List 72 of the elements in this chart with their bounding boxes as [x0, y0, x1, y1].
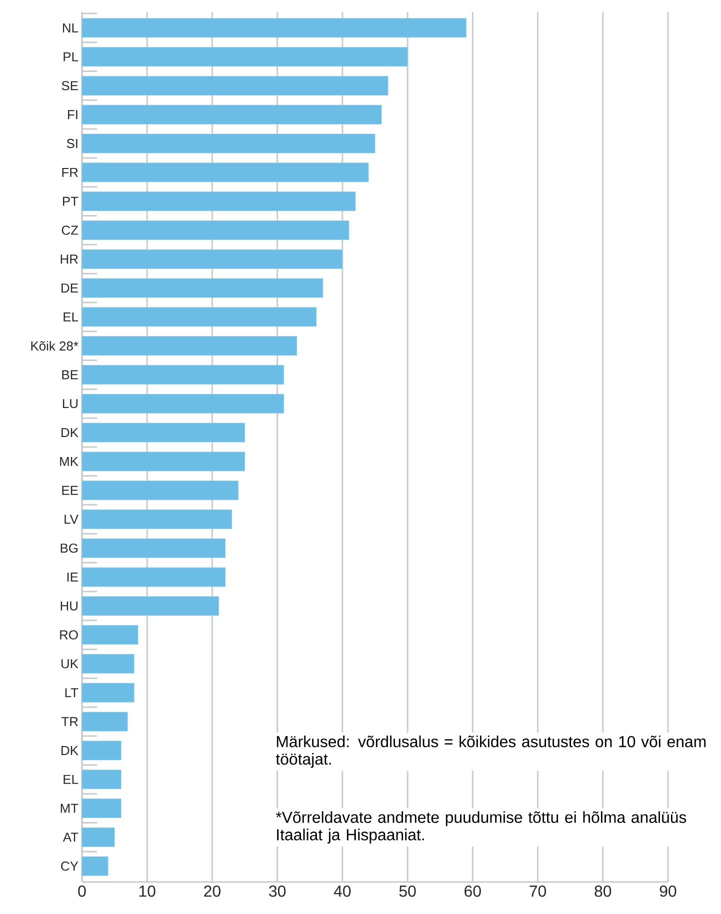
y-tick-label: EL — [64, 312, 78, 322]
bar — [82, 538, 226, 558]
bar — [82, 798, 122, 818]
bar — [82, 307, 317, 327]
bar — [82, 828, 115, 847]
y-tick-label: PL — [64, 52, 78, 62]
y-tick-label: PT — [62, 196, 78, 206]
annotation: Märkused: võrdlusalus = kõikides asutustes on 10 või enam töötajat. — [276, 736, 706, 768]
y-tick-label: SE — [62, 81, 78, 90]
y-tick-label: NL — [62, 23, 78, 32]
bar — [82, 625, 138, 645]
bar — [82, 510, 232, 529]
y-tick-label: LT — [65, 688, 78, 698]
bar — [82, 452, 245, 472]
bar — [82, 249, 343, 269]
bar — [82, 336, 298, 356]
y-tick-label: DK — [62, 746, 78, 755]
y-tick-label: AT — [62, 832, 78, 842]
y-tick-label: EE — [62, 486, 78, 495]
y-tick-label: MK — [60, 457, 78, 466]
bar — [82, 278, 324, 298]
bar — [82, 596, 219, 616]
bar — [82, 654, 134, 674]
bar — [82, 770, 122, 790]
bar — [82, 856, 108, 876]
bar — [82, 365, 284, 384]
x-tick-label: 90 — [660, 886, 676, 897]
x-tick-label: 20 — [204, 886, 220, 897]
y-tick-label: FR — [62, 168, 78, 177]
bar — [82, 567, 226, 587]
y-tick-label: DK — [62, 428, 78, 438]
annotation: *Võrreldavate andmete puudumise tõttu ei hõlma analüüs Itaaliat ja Hispaaniat. — [276, 811, 686, 844]
y-tick-label: RO — [60, 630, 78, 640]
x-tick-label: 60 — [464, 886, 481, 897]
x-tick-label: 30 — [269, 886, 286, 897]
y-tick-label: DE — [62, 284, 78, 292]
bar — [82, 134, 376, 154]
bar — [82, 47, 408, 66]
bar — [82, 18, 466, 38]
bar — [82, 220, 350, 240]
y-tick-label: CY — [61, 862, 78, 871]
y-tick-label: MT — [60, 804, 78, 813]
y-tick-label: IE — [67, 572, 78, 582]
y-tick-label: EL — [64, 774, 78, 784]
bar — [82, 394, 284, 414]
y-tick-label: HU — [60, 601, 78, 610]
y-tick-label: HR — [60, 254, 78, 264]
bar — [82, 422, 245, 442]
y-tick-label: LV — [64, 514, 78, 524]
x-tick-label: 70 — [530, 886, 546, 897]
bar — [82, 162, 369, 182]
x-tick-label: 10 — [139, 886, 156, 897]
y-tick-label: LU — [62, 399, 78, 408]
bar — [82, 76, 388, 96]
bar — [82, 682, 134, 702]
x-tick-label: 80 — [594, 886, 612, 897]
x-tick-label: 50 — [399, 886, 416, 897]
y-tick-label: BE — [62, 370, 78, 380]
x-tick-label: 40 — [334, 886, 351, 897]
bar — [82, 480, 238, 500]
x-tick-label: 0 — [78, 886, 86, 897]
bar — [82, 192, 356, 212]
y-tick-label: BG — [60, 544, 78, 553]
y-tick-label: FI — [68, 110, 78, 120]
bar — [82, 104, 382, 124]
y-tick-label: Kõik 28* — [31, 341, 78, 351]
bar — [82, 740, 122, 760]
y-tick-label: TR — [62, 717, 78, 726]
y-tick-label: SI — [66, 138, 78, 148]
bar — [82, 712, 128, 732]
y-tick-label: UK — [61, 659, 78, 668]
y-tick-label: CZ — [62, 226, 78, 235]
